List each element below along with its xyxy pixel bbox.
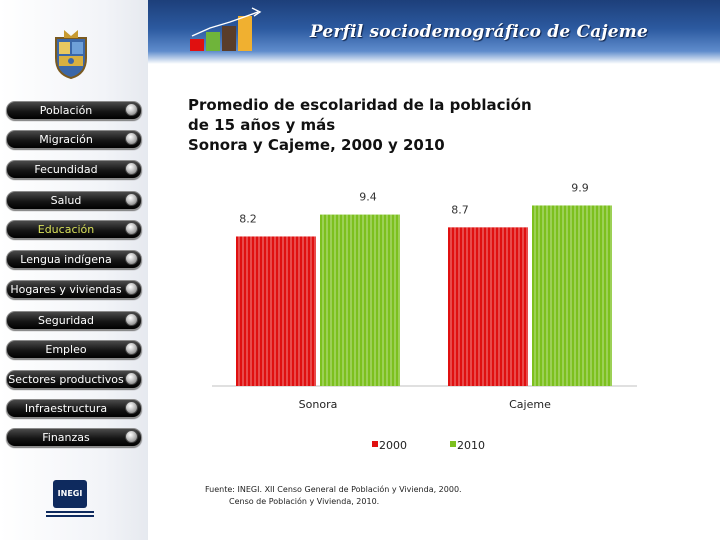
nav-button-educación[interactable]: Educación [6,220,142,239]
nav-knob-icon [125,313,138,326]
nav-button-hogares-y-viviendas[interactable]: Hogares y viviendas [6,280,142,299]
sidebar: INEGI [0,0,148,540]
nav-knob-icon [125,282,138,295]
nav-knob-icon [125,103,138,116]
page-title: Perfil sociodemográfico de Cajeme [309,22,648,42]
x-tick-label: Cajeme [509,398,551,411]
nav-knob-icon [125,162,138,175]
data-label: 8.7 [451,203,469,216]
nav-button-migración[interactable]: Migración [6,130,142,149]
legend-swatch [372,441,378,447]
nav-knob-icon [125,342,138,355]
heading-line-1: Promedio de escolaridad de la población [188,96,532,114]
nav-button-lengua-indígena[interactable]: Lengua indígena [6,250,142,269]
nav-knob-icon [125,401,138,414]
nav-knob-icon [125,430,138,443]
legend-label: 2000 [379,439,407,452]
bar-2010-sonora [320,214,400,386]
coat-of-arms-icon [55,30,87,80]
nav-knob-icon [125,193,138,206]
nav-knob-icon [125,222,138,235]
nav-button-empleo[interactable]: Empleo [6,340,142,359]
nav-button-label: Sectores productivos [8,373,124,386]
data-label: 9.4 [359,191,377,204]
nav-button-label: Finanzas [42,431,90,444]
nav-button-label: Hogares y viviendas [10,283,122,296]
nav-button-fecundidad[interactable]: Fecundidad [6,160,142,179]
nav-button-label: Migración [39,133,93,146]
chart-heading: Promedio de escolaridad de la población … [188,95,532,155]
data-label: 9.9 [571,181,589,194]
nav-button-label: Salud [50,194,82,207]
nav-button-label: Lengua indígena [20,253,112,266]
nav-button-finanzas[interactable]: Finanzas [6,428,142,447]
nav-button-label: Seguridad [38,314,94,327]
nav-button-infraestructura[interactable]: Infraestructura [6,399,142,418]
nav-button-label: Educación [37,223,95,236]
heading-line-2: de 15 años y más [188,116,336,134]
x-tick-label: Sonora [299,398,338,411]
nav-button-label: Infraestructura [24,402,108,415]
legend-label: 2010 [457,439,485,452]
inegi-mark: INEGI [53,480,87,508]
nav-knob-icon [125,252,138,265]
heading-line-3: Sonora y Cajeme, 2000 y 2010 [188,136,445,154]
bar-2000-sonora [236,236,316,386]
nav-button-label: Empleo [45,343,87,356]
nav-knob-icon [125,372,138,385]
bar-2010-cajeme [532,205,612,386]
source-line-2: Censo de Población y Vivienda, 2010. [229,497,380,506]
chart-logo-icon [190,7,262,51]
bar-2000-cajeme [448,227,528,386]
nav-button-salud[interactable]: Salud [6,191,142,210]
source-line-1: Fuente: INEGI. XII Censo General de Pobl… [205,485,462,494]
nav-button-label: Fecundidad [34,163,98,176]
source-note: Fuente: INEGI. XII Censo General de Pobl… [205,484,462,508]
nav-button-población[interactable]: Población [6,101,142,120]
nav-button-label: Población [39,104,93,117]
legend-swatch [450,441,456,447]
data-label: 8.2 [239,212,257,225]
inegi-logo: INEGI [40,480,100,520]
nav-button-seguridad[interactable]: Seguridad [6,311,142,330]
nav-knob-icon [125,132,138,145]
nav-button-sectores-productivos[interactable]: Sectores productivos [6,370,142,389]
